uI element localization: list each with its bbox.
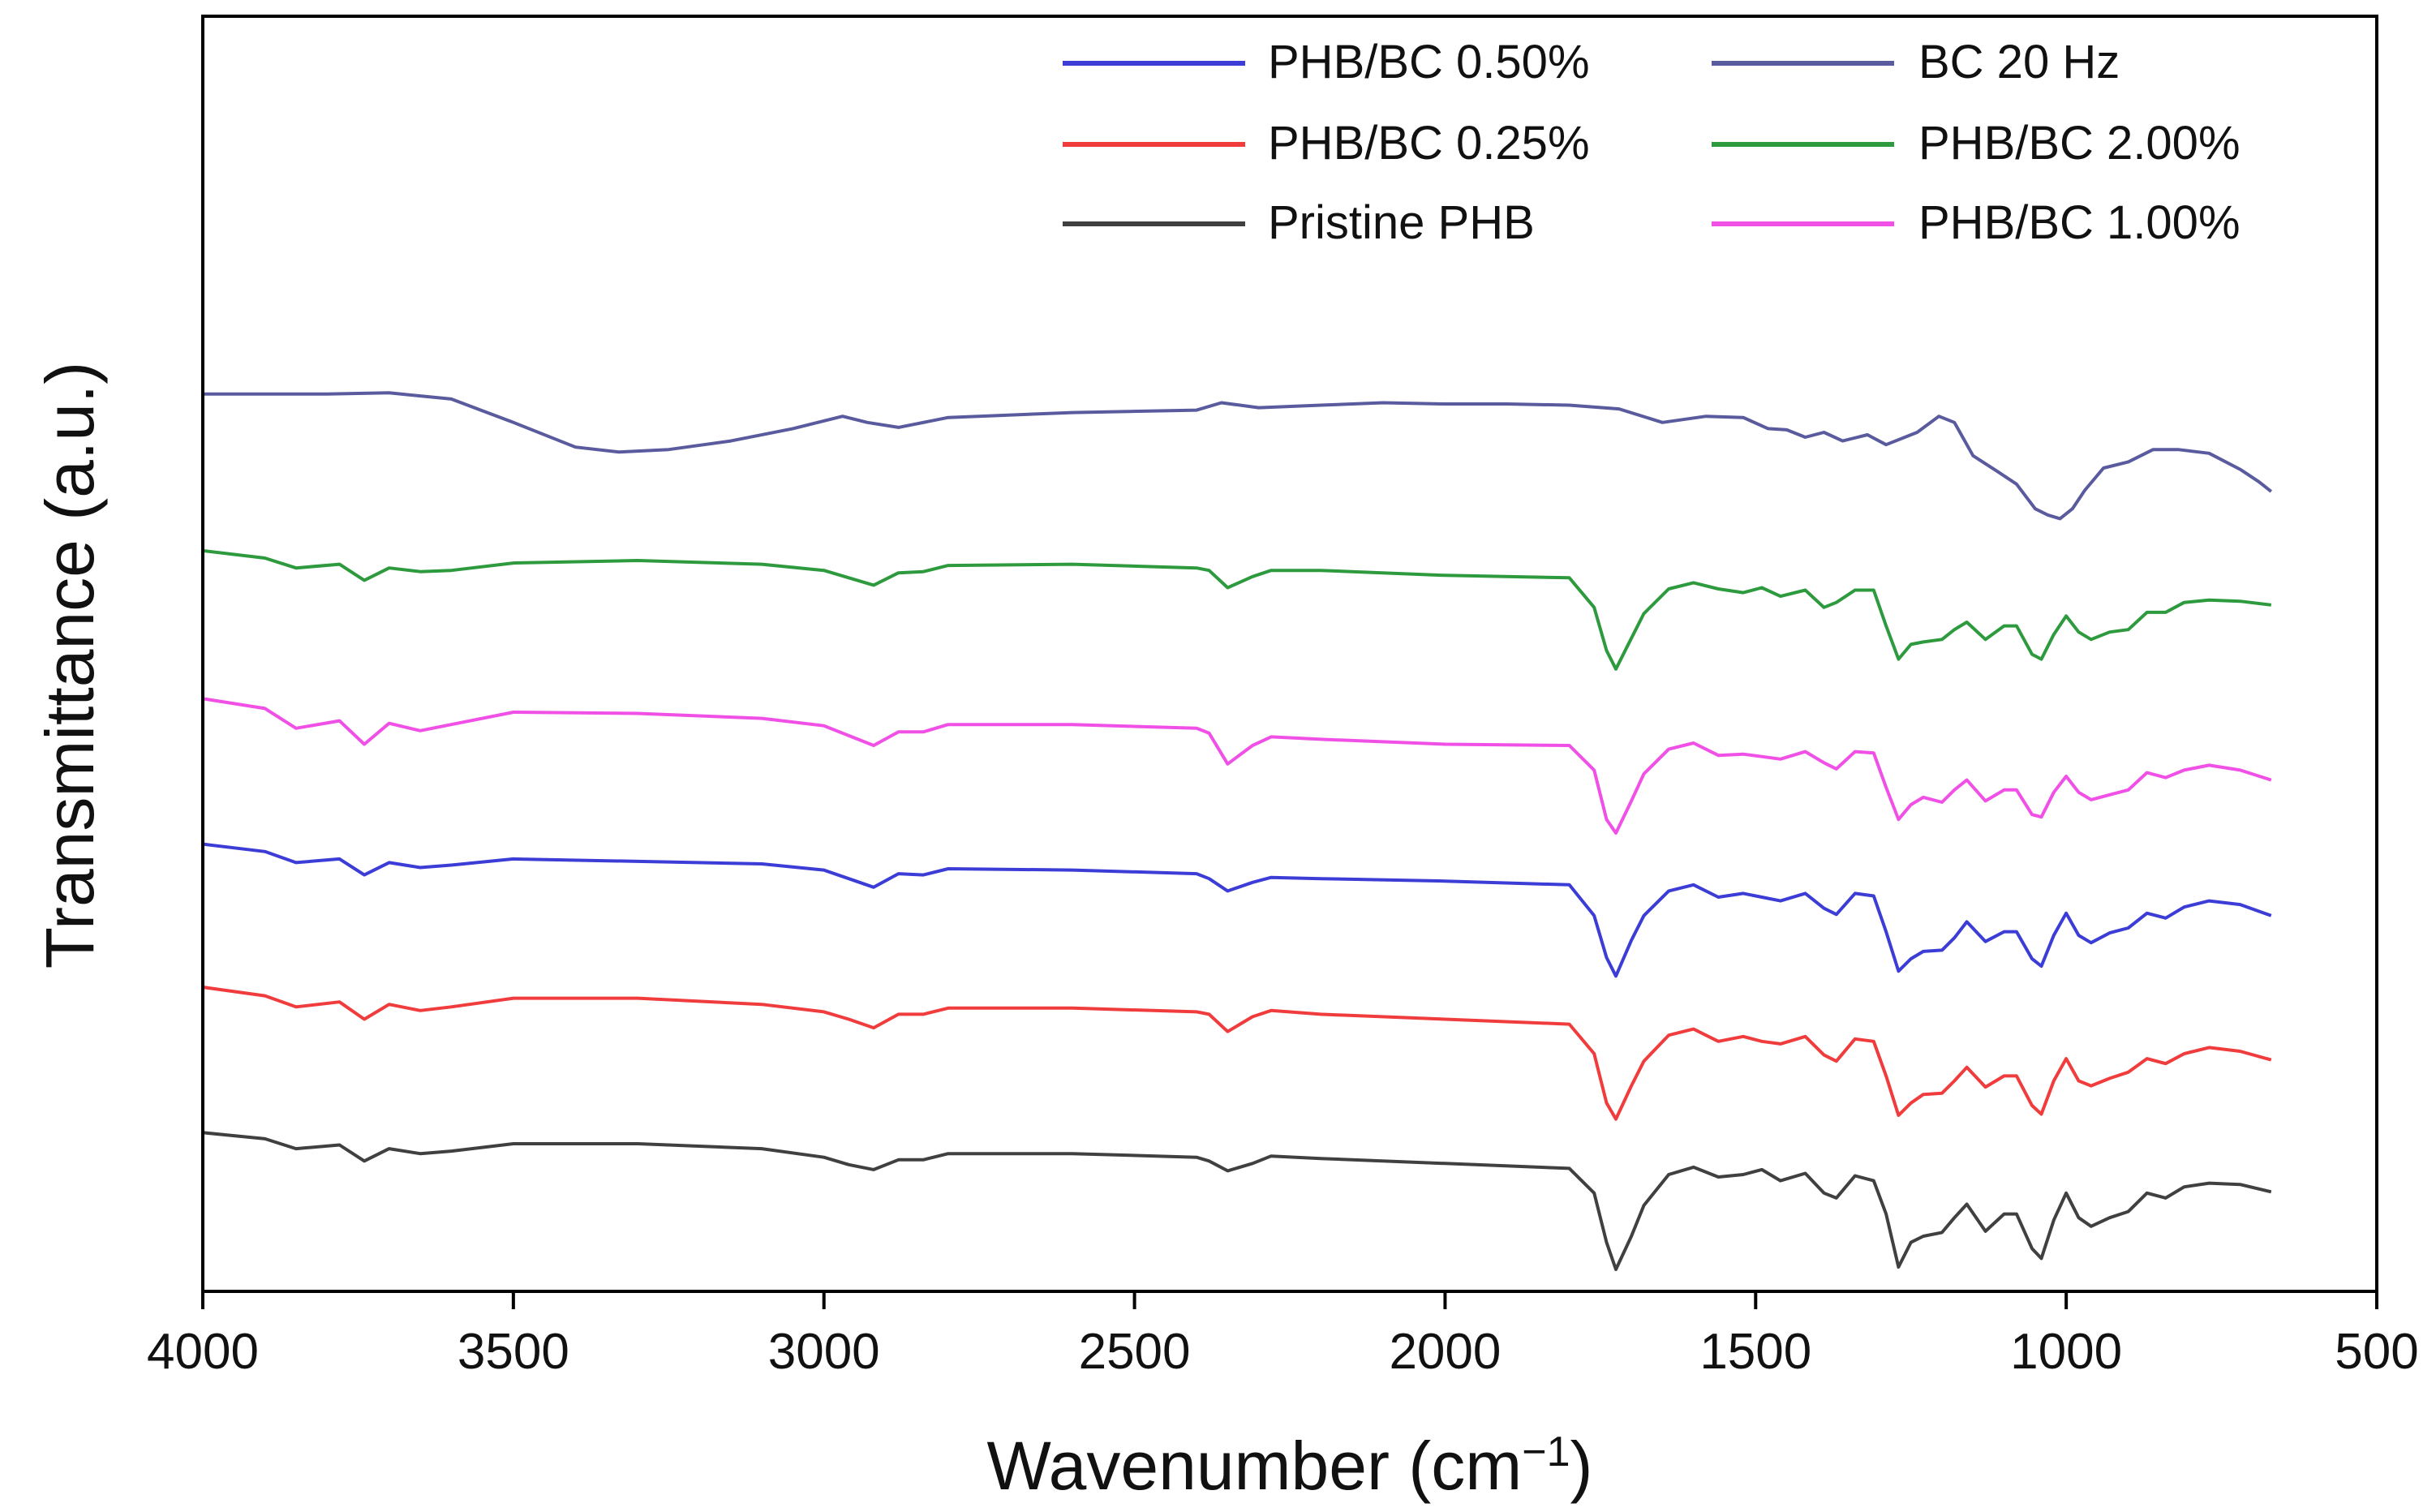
legend-label-phb-bc-1-00: PHB/BC 1.00%	[1918, 196, 2241, 249]
x-tick-label-3500: 3500	[458, 1324, 569, 1380]
x-tick-label-1500: 1500	[1699, 1324, 1811, 1380]
x-tick-label-500: 500	[2335, 1324, 2418, 1380]
x-axis-title-text: Wavenumber (cm	[987, 1428, 1523, 1504]
series-line-phb-bc-1-00	[202, 697, 2272, 835]
y-axis-title: Transmittance (a.u.)	[32, 362, 108, 969]
series-line-phb-bc-2-00	[202, 548, 2272, 671]
x-tick-label-1000: 1000	[2010, 1324, 2122, 1380]
x-tick-label-2000: 2000	[1389, 1324, 1501, 1380]
plot-frame	[201, 15, 2378, 1293]
legend-label-phb-bc-0-50: PHB/BC 0.50%	[1268, 36, 1590, 88]
legend-label-phb-bc-0-25: PHB/BC 0.25%	[1268, 117, 1590, 170]
legend: PHB/BC 0.50% PHB/BC 0.25% Pristine PHB BC 2…	[1063, 36, 2241, 249]
series-line-pristine-phb	[202, 1131, 2272, 1271]
x-tick-label-3000: 3000	[768, 1324, 880, 1380]
x-axis-title-close: )	[1570, 1428, 1593, 1504]
legend-label-pristine-phb: Pristine PHB	[1268, 196, 1535, 249]
x-tick-label-2500: 2500	[1079, 1324, 1191, 1380]
x-tick-label-4000: 4000	[147, 1324, 259, 1380]
legend-label-phb-bc-2-00: PHB/BC 2.00%	[1918, 117, 2241, 170]
legend-label-bc-20-hz: BC 20 Hz	[1918, 36, 2120, 88]
x-axis-title: Wavenumber (cm−1)	[987, 1428, 1593, 1504]
series-line-phb-bc-0-25	[202, 986, 2272, 1121]
series-line-phb-bc-0-50	[202, 842, 2272, 978]
x-axis-ticks: 4000 3500 3000 2500 2000 1500 1000 500	[147, 1291, 2419, 1380]
x-axis-title-exponent: −1	[1522, 1428, 1570, 1475]
series-line-bc-20-hz	[203, 391, 2273, 521]
series-layer	[202, 391, 2273, 1271]
